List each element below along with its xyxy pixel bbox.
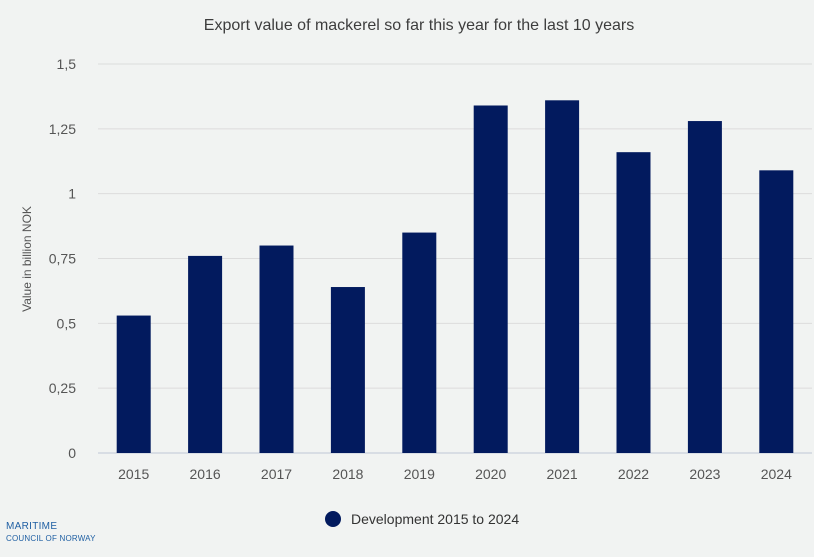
y-tick-label: 1,25 bbox=[49, 121, 76, 137]
bar-2022[interactable] bbox=[616, 152, 651, 453]
bars bbox=[116, 100, 794, 453]
x-tick-labels: 2015 2016 2017 2018 2019 2020 2021 2022 2023 2024 bbox=[118, 466, 792, 482]
chart-title: Export value of mackerel so far this yea… bbox=[204, 17, 634, 34]
x-tick-label: 2024 bbox=[761, 466, 792, 482]
y-tick-labels: 0 0,25 0,5 0,75 1 1,25 1,5 bbox=[49, 56, 76, 461]
legend[interactable]: Development 2015 to 2024 bbox=[325, 511, 519, 527]
y-tick-label: 0 bbox=[68, 445, 76, 461]
x-tick-label: 2023 bbox=[689, 466, 720, 482]
x-tick-label: 2022 bbox=[618, 466, 649, 482]
x-tick-label: 2016 bbox=[190, 466, 221, 482]
x-tick-label: 2018 bbox=[332, 466, 363, 482]
bar-2018[interactable] bbox=[330, 287, 365, 453]
x-tick-label: 2017 bbox=[261, 466, 292, 482]
legend-label: Development 2015 to 2024 bbox=[351, 511, 519, 527]
x-tick-label: 2020 bbox=[475, 466, 506, 482]
bar-2023[interactable] bbox=[687, 121, 722, 453]
y-tick-label: 0,5 bbox=[57, 315, 77, 331]
y-tick-label: 0,75 bbox=[49, 251, 76, 267]
y-tick-label: 1,5 bbox=[57, 56, 77, 72]
bar-2019[interactable] bbox=[402, 232, 437, 453]
x-tick-label: 2019 bbox=[404, 466, 435, 482]
logo-line-2: COUNCIL OF NORWAY bbox=[6, 533, 96, 543]
maritime-council-logo: MARITIME COUNCIL OF NORWAY bbox=[6, 520, 96, 544]
bar-2016[interactable] bbox=[188, 255, 223, 453]
x-tick-label: 2015 bbox=[118, 466, 149, 482]
bar-2020[interactable] bbox=[473, 105, 508, 453]
bar-2021[interactable] bbox=[545, 100, 580, 453]
bar-2017[interactable] bbox=[259, 245, 294, 453]
y-tick-label: 0,25 bbox=[49, 380, 76, 396]
x-tick-label: 2021 bbox=[547, 466, 578, 482]
logo-line-1: MARITIME bbox=[6, 521, 58, 532]
y-axis-label: Value in billion NOK bbox=[20, 206, 34, 312]
bar-2024[interactable] bbox=[759, 170, 794, 453]
y-tick-label: 1 bbox=[68, 186, 76, 202]
legend-marker bbox=[325, 511, 341, 527]
bar-2015[interactable] bbox=[116, 315, 151, 453]
